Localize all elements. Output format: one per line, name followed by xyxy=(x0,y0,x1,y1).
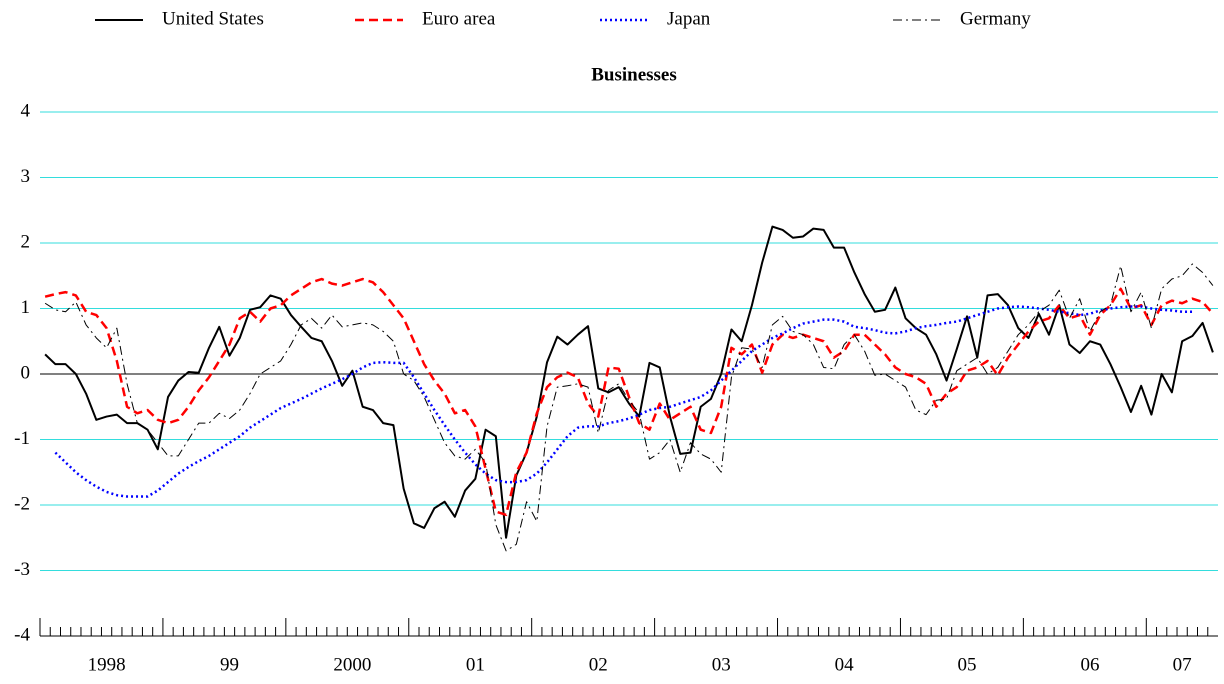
y-tick-label: -1 xyxy=(14,428,30,449)
series-line xyxy=(44,225,1214,539)
x-tick-label: 99 xyxy=(220,654,239,675)
legend-label: United States xyxy=(162,8,264,29)
y-tick-label: -4 xyxy=(14,624,30,645)
series-line xyxy=(54,305,1193,498)
legend-label: Euro area xyxy=(422,8,496,29)
x-tick-label: 07 xyxy=(1173,654,1192,675)
x-tick-label: 2000 xyxy=(333,654,371,675)
x-tick-label: 05 xyxy=(958,654,977,675)
x-tick-label: 01 xyxy=(466,654,485,675)
legend-label: Japan xyxy=(667,8,711,29)
chart-title: Businesses xyxy=(591,64,677,85)
y-tick-label: 0 xyxy=(21,362,31,383)
y-tick-label: 2 xyxy=(21,231,31,252)
legend-label: Germany xyxy=(960,8,1031,29)
y-tick-label: 1 xyxy=(21,297,31,318)
x-tick-label: 04 xyxy=(835,654,855,675)
x-tick-label: 1998 xyxy=(88,654,126,675)
x-tick-label: 06 xyxy=(1080,654,1099,675)
y-tick-label: -3 xyxy=(14,559,30,580)
y-tick-label: 4 xyxy=(21,100,31,121)
x-tick-label: 03 xyxy=(712,654,731,675)
series-line xyxy=(44,277,1214,517)
series-line xyxy=(44,263,1214,552)
x-tick-label: 02 xyxy=(589,654,608,675)
y-tick-label: -2 xyxy=(14,493,30,514)
y-tick-label: 3 xyxy=(21,166,31,187)
